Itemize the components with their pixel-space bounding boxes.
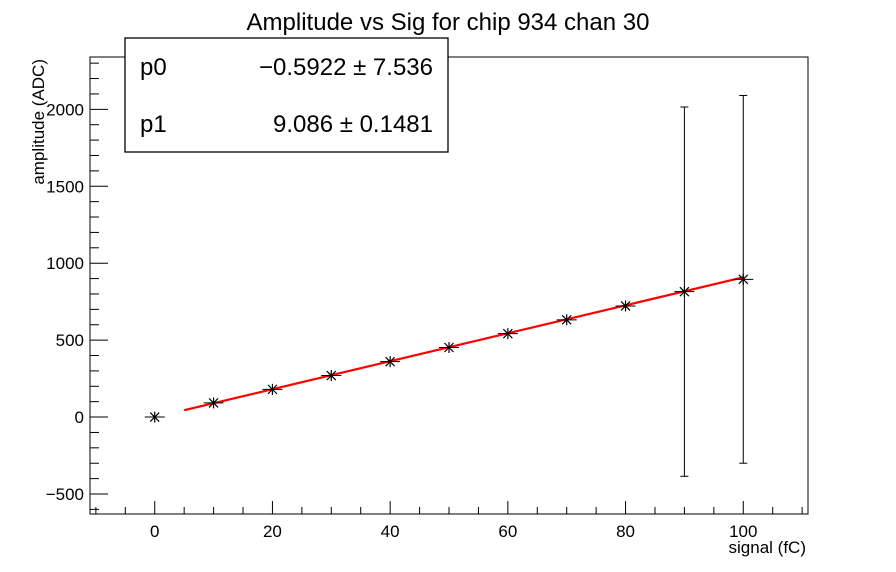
y-tick-label: −500 <box>46 485 84 504</box>
y-axis-label: amplitude (ADC) <box>29 59 48 185</box>
param-value-p0: −0.5922 ± 7.536 <box>259 54 433 81</box>
y-tick-label: 0 <box>75 408 84 427</box>
data-point <box>262 383 283 395</box>
fit-parameters-box: p0 −0.5922 ± 7.536 p1 9.086 ± 0.1481 <box>124 37 449 153</box>
data-point <box>556 314 577 326</box>
param-name-p0: p0 <box>140 54 167 81</box>
data-point <box>321 370 342 382</box>
axes: 0 20 40 60 80 100 −500 0 500 1000 1500 2000 <box>46 56 809 541</box>
x-tick-label: 60 <box>498 522 517 541</box>
data-point <box>674 106 695 477</box>
param-value-p1: 9.086 ± 0.1481 <box>273 111 433 138</box>
x-tick-label: 100 <box>729 522 757 541</box>
fit-line <box>183 276 744 412</box>
data-point <box>615 300 636 312</box>
data-point <box>439 342 459 354</box>
x-tick-label: 80 <box>616 522 635 541</box>
chart-title: Amplitude vs Sig for chip 934 chan 30 <box>247 9 650 36</box>
stats-box-frame <box>124 37 449 153</box>
fit-curve-group <box>183 276 744 412</box>
y-tick-label: 1500 <box>46 177 84 196</box>
x-tick-label: 40 <box>381 522 400 541</box>
y-tick-label: 2000 <box>46 100 84 119</box>
data-point <box>733 94 754 464</box>
data-point <box>497 328 518 340</box>
y-tick-label: 1000 <box>46 254 84 273</box>
x-axis-label: signal (fC) <box>729 538 806 557</box>
x-tick-label: 0 <box>150 522 159 541</box>
data-point <box>380 356 401 368</box>
data-points <box>144 94 754 477</box>
y-tick-label: 500 <box>56 331 84 350</box>
param-name-p1: p1 <box>140 111 167 138</box>
data-point <box>144 411 165 423</box>
data-point <box>203 397 224 409</box>
x-tick-label: 20 <box>263 522 282 541</box>
